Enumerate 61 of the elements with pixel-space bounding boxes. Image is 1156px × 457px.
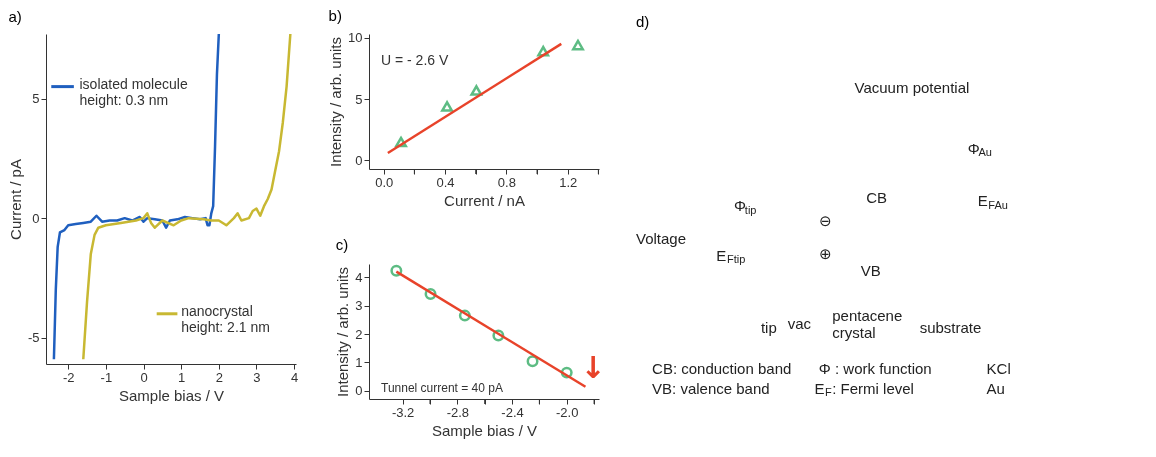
y-axis-title: Intensity / arb. units <box>334 266 352 398</box>
x-tick-label: -2.0 <box>556 404 579 420</box>
legend-label: nanocrystal height: 2.1 nm <box>181 302 270 335</box>
y-tick-label: 5 <box>355 91 363 107</box>
annotation: Tunnel current = 40 pA <box>381 381 503 395</box>
x-tick-label: -1 <box>100 369 113 385</box>
x-tick-label: 0.8 <box>497 174 516 190</box>
text: ⊖ <box>818 211 832 229</box>
point <box>390 264 403 277</box>
x-tick-label: 4 <box>291 369 299 385</box>
y-tick-label: 10 <box>348 30 363 46</box>
chart-title: b) <box>328 6 342 24</box>
x-tick-label: 3 <box>253 369 261 385</box>
point <box>526 355 539 368</box>
text: VB <box>860 262 881 280</box>
text: KCl <box>986 359 1011 377</box>
y-axis-title: Intensity / arb. units <box>327 36 345 168</box>
text: VB: valence band <box>652 380 770 398</box>
text: Φ : work function <box>818 359 932 377</box>
legend-label: isolated molecule height: 0.3 nm <box>79 75 188 108</box>
x-tick-label: 2 <box>215 369 223 385</box>
y-tick-label: 3 <box>355 298 363 314</box>
x-tick-label: 0.0 <box>375 174 394 190</box>
chart-title: c) <box>335 236 349 254</box>
text: Au <box>986 380 1005 398</box>
y-tick-label: -5 <box>27 330 40 346</box>
x-tick-label: 0 <box>140 369 148 385</box>
text: d) <box>636 13 650 30</box>
annotation: ↓ <box>580 350 606 386</box>
annotation: U = - 2.6 V <box>381 52 449 68</box>
chart-title: a) <box>8 7 22 25</box>
text: CB <box>866 188 887 206</box>
x-tick-label: -3.2 <box>391 404 415 420</box>
text: ⊕ <box>818 245 832 263</box>
text: Vacuum potential <box>854 78 970 96</box>
point <box>572 39 584 51</box>
x-tick-label: 0.4 <box>436 174 455 190</box>
x-tick-label: -2.8 <box>446 404 470 420</box>
text: Voltage <box>636 229 687 247</box>
y-tick-label: 0 <box>32 210 40 226</box>
point <box>441 101 454 112</box>
text: vac <box>787 315 812 333</box>
y-tick-label: 1 <box>355 354 363 370</box>
y-tick-label: 5 <box>32 91 40 107</box>
y-tick-label: 0 <box>355 152 363 168</box>
x-tick-label: -2 <box>62 369 75 385</box>
x-axis-title: Current / nA <box>444 191 525 209</box>
line-series <box>82 32 292 361</box>
text: substrate <box>919 319 982 337</box>
text: pentacene crystal <box>832 306 903 341</box>
y-tick-label: 4 <box>355 269 363 285</box>
text: CB: conduction band <box>652 359 792 377</box>
text: tip <box>760 319 777 337</box>
y-axis-title: Current / pA <box>6 159 24 240</box>
x-tick-label: 1 <box>178 369 186 385</box>
x-axis-title: Sample bias / V <box>118 386 225 404</box>
y-tick-label: 0 <box>355 383 363 399</box>
y-tick-label: 2 <box>355 326 363 342</box>
x-tick-label: 1.2 <box>559 174 578 190</box>
x-axis-title: Sample bias / V <box>431 421 538 439</box>
x-tick-label: -2.4 <box>501 404 524 420</box>
